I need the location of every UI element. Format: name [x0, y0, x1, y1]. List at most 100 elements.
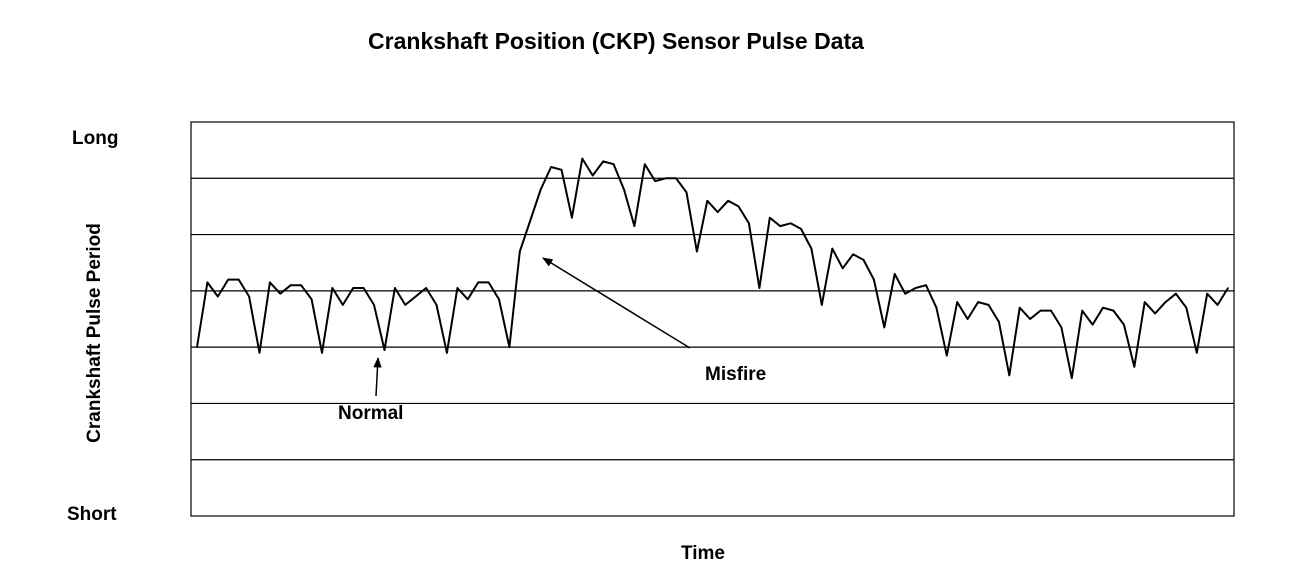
data-point — [196, 346, 198, 348]
y-axis-bottom-label: Short — [67, 504, 117, 525]
data-point — [821, 304, 823, 306]
data-point — [1154, 312, 1156, 315]
data-point — [227, 278, 229, 281]
data-point — [623, 188, 625, 191]
data-point — [425, 287, 427, 289]
data-point — [1164, 301, 1167, 303]
data-point — [519, 250, 521, 253]
data-point — [217, 295, 219, 298]
data-point — [977, 301, 979, 303]
data-point — [966, 318, 969, 320]
data-point — [789, 222, 792, 225]
data-point — [1091, 323, 1094, 326]
data-point — [1175, 292, 1177, 295]
data-point — [841, 267, 844, 270]
gridlines — [191, 177, 1234, 461]
data-point — [414, 295, 417, 298]
annotation-normal-label: Normal — [338, 403, 404, 424]
data-point — [1039, 309, 1042, 312]
data-point — [279, 292, 282, 295]
data-points — [196, 157, 1229, 379]
data-point — [675, 177, 677, 180]
data-point — [685, 191, 688, 194]
data-point — [591, 174, 594, 177]
data-point — [456, 287, 459, 289]
data-point — [331, 287, 334, 289]
data-point — [1029, 318, 1031, 320]
data-point — [873, 278, 875, 281]
data-point — [654, 180, 656, 182]
data-point — [769, 216, 771, 219]
misfire-arrow — [542, 257, 691, 349]
data-point — [831, 247, 834, 250]
data-point — [383, 349, 386, 351]
data-point — [581, 157, 584, 160]
data-point — [862, 259, 865, 261]
data-point — [258, 352, 261, 354]
data-point — [1206, 292, 1208, 295]
pulse-period-line — [196, 157, 1229, 380]
data-point — [696, 250, 698, 253]
y-axis-top-label: Long — [72, 128, 119, 149]
chart-title: Crankshaft Position (CKP) Sensor Pulse D… — [368, 28, 864, 54]
data-point — [716, 211, 719, 213]
data-point — [206, 281, 209, 284]
data-point — [800, 228, 802, 230]
data-point — [883, 326, 886, 329]
data-point — [1050, 309, 1052, 312]
data-point — [435, 304, 438, 306]
data-point — [748, 222, 750, 225]
data-point — [810, 247, 813, 250]
data-point — [904, 292, 906, 295]
x-axis-title: Time — [680, 543, 726, 564]
data-point — [508, 346, 511, 348]
data-point — [529, 219, 532, 222]
data-point — [644, 163, 646, 165]
data-point — [852, 253, 854, 256]
data-point — [310, 298, 313, 301]
data-point — [1196, 352, 1198, 354]
data-point — [987, 304, 990, 306]
data-point — [727, 200, 729, 202]
data-point — [706, 200, 709, 202]
data-point — [404, 304, 407, 306]
data-point — [248, 295, 250, 298]
data-point — [467, 298, 469, 301]
data-point — [946, 354, 948, 357]
data-point — [446, 352, 448, 354]
data-point — [612, 163, 615, 165]
data-point — [487, 281, 490, 284]
data-point — [362, 287, 365, 289]
data-point — [633, 225, 636, 227]
data-point — [935, 306, 938, 309]
data-point — [925, 284, 927, 287]
data-point — [269, 281, 271, 284]
data-point — [998, 321, 1000, 323]
data-point — [1143, 301, 1146, 303]
data-point — [300, 284, 302, 287]
data-point — [289, 284, 292, 287]
data-point — [779, 225, 781, 227]
data-point — [539, 188, 542, 191]
data-point — [1216, 304, 1219, 306]
data-point — [550, 166, 552, 168]
data-point — [758, 287, 761, 289]
data-point — [498, 298, 500, 301]
data-point — [1227, 287, 1229, 289]
data-point — [1071, 377, 1073, 379]
data-point — [956, 301, 958, 303]
data-point — [914, 287, 917, 289]
data-point — [1081, 309, 1083, 312]
normal-arrow — [373, 356, 382, 397]
data-point — [1123, 323, 1125, 326]
data-point — [477, 281, 480, 284]
data-point — [1018, 306, 1021, 309]
data-point — [373, 304, 375, 306]
data-point — [664, 177, 667, 180]
data-point — [1008, 374, 1011, 377]
data-point — [1133, 366, 1136, 368]
data-point — [560, 169, 563, 171]
data-point — [321, 352, 323, 354]
data-point — [394, 287, 396, 289]
